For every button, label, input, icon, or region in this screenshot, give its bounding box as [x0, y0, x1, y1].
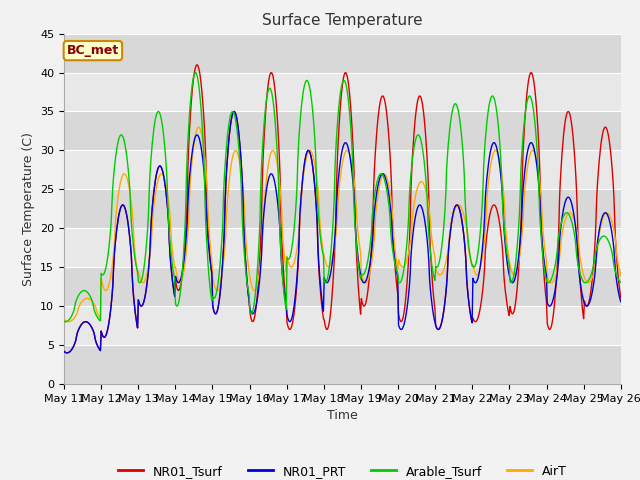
Bar	[64, 72, 621, 111]
Legend: NR01_Tsurf, NR01_PRT, Arable_Tsurf, AirT: NR01_Tsurf, NR01_PRT, Arable_Tsurf, AirT	[113, 460, 572, 480]
Bar	[64, 306, 621, 345]
Text: BC_met: BC_met	[67, 44, 119, 57]
Title: Surface Temperature: Surface Temperature	[262, 13, 422, 28]
Bar	[64, 34, 621, 72]
Bar	[64, 228, 621, 267]
Bar	[64, 267, 621, 306]
Bar	[64, 150, 621, 189]
Y-axis label: Surface Temperature (C): Surface Temperature (C)	[22, 132, 35, 286]
Bar	[64, 189, 621, 228]
X-axis label: Time: Time	[327, 409, 358, 422]
Bar	[64, 111, 621, 150]
Bar	[64, 345, 621, 384]
